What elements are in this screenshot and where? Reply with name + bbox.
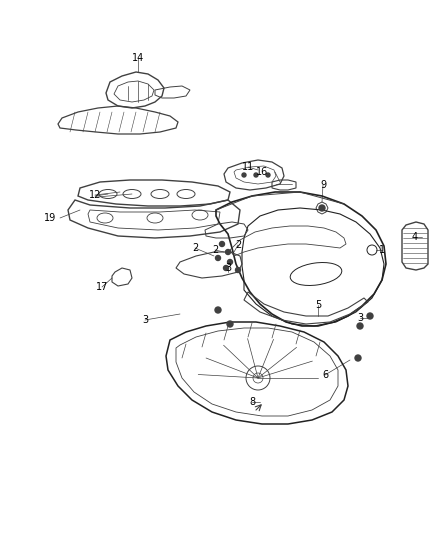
Text: 2: 2	[192, 243, 198, 253]
Circle shape	[236, 268, 240, 272]
Text: 11: 11	[242, 162, 254, 172]
Circle shape	[223, 265, 229, 271]
Text: 6: 6	[322, 370, 328, 380]
Text: 9: 9	[320, 180, 326, 190]
Text: 19: 19	[44, 213, 56, 223]
Text: 3: 3	[225, 263, 231, 273]
Circle shape	[227, 321, 233, 327]
Circle shape	[219, 241, 225, 246]
Text: 14: 14	[132, 53, 144, 63]
Circle shape	[319, 205, 325, 211]
Circle shape	[355, 355, 361, 361]
Circle shape	[215, 307, 221, 313]
Text: 16: 16	[256, 167, 268, 177]
Text: 3: 3	[357, 313, 363, 323]
Circle shape	[367, 313, 373, 319]
Text: 2: 2	[235, 240, 241, 250]
Text: 2: 2	[212, 245, 218, 255]
Circle shape	[226, 249, 230, 254]
Text: 8: 8	[249, 397, 255, 407]
Circle shape	[215, 255, 220, 261]
Text: 17: 17	[96, 282, 108, 292]
Circle shape	[227, 260, 233, 264]
Circle shape	[357, 323, 363, 329]
Text: 5: 5	[315, 300, 321, 310]
Text: 3: 3	[142, 315, 148, 325]
Text: 4: 4	[412, 232, 418, 242]
Text: 12: 12	[89, 190, 101, 200]
Circle shape	[266, 173, 270, 177]
Circle shape	[242, 173, 246, 177]
Text: 1: 1	[379, 245, 385, 255]
Circle shape	[254, 173, 258, 177]
